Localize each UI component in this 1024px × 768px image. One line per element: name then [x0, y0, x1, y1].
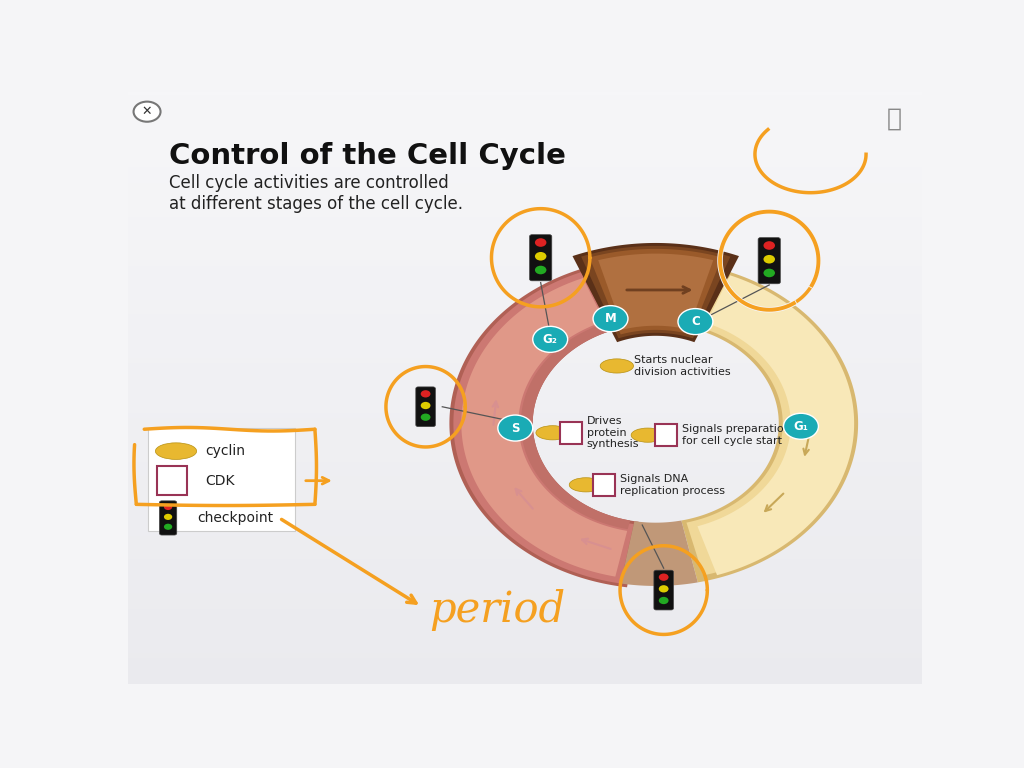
Text: Control of the Cell Cycle: Control of the Cell Cycle [169, 142, 566, 170]
Circle shape [764, 269, 775, 277]
FancyBboxPatch shape [529, 235, 552, 281]
FancyBboxPatch shape [758, 237, 780, 283]
Circle shape [421, 413, 430, 421]
Polygon shape [462, 278, 627, 577]
Circle shape [421, 402, 430, 409]
Text: G₁: G₁ [794, 420, 808, 433]
Text: period: period [430, 588, 565, 631]
FancyBboxPatch shape [148, 428, 295, 531]
Polygon shape [621, 521, 697, 586]
Text: Cell cycle activities are controlled
at different stages of the cell cycle.: Cell cycle activities are controlled at … [169, 174, 463, 213]
Polygon shape [681, 269, 858, 582]
Polygon shape [686, 276, 852, 575]
Polygon shape [587, 260, 725, 330]
Circle shape [532, 326, 567, 353]
FancyBboxPatch shape [160, 501, 177, 535]
Text: Signals DNA
replication process: Signals DNA replication process [620, 474, 725, 495]
FancyBboxPatch shape [593, 474, 615, 496]
FancyBboxPatch shape [416, 387, 435, 427]
Text: ✋: ✋ [887, 107, 901, 131]
Polygon shape [697, 275, 854, 575]
Circle shape [164, 514, 172, 520]
Circle shape [678, 309, 713, 335]
FancyBboxPatch shape [655, 424, 677, 446]
Circle shape [133, 101, 161, 122]
Circle shape [783, 413, 818, 439]
Text: M: M [604, 312, 616, 325]
Polygon shape [598, 253, 714, 329]
Text: Starts nuclear
division activities: Starts nuclear division activities [634, 355, 731, 377]
Circle shape [764, 255, 775, 263]
Text: cyclin: cyclin [206, 444, 246, 458]
Circle shape [658, 597, 669, 604]
Polygon shape [581, 246, 730, 338]
Circle shape [764, 241, 775, 250]
Polygon shape [590, 249, 722, 334]
FancyBboxPatch shape [157, 466, 187, 495]
Text: checkpoint: checkpoint [198, 511, 273, 525]
FancyBboxPatch shape [654, 570, 674, 610]
Circle shape [535, 252, 547, 260]
Text: Signals preparation
for cell cycle start: Signals preparation for cell cycle start [682, 425, 791, 446]
Polygon shape [450, 266, 639, 588]
Ellipse shape [631, 428, 665, 442]
Polygon shape [521, 323, 630, 529]
Text: G₂: G₂ [543, 333, 558, 346]
Text: CDK: CDK [206, 474, 234, 488]
FancyBboxPatch shape [560, 422, 582, 444]
Polygon shape [454, 270, 634, 584]
Circle shape [421, 390, 430, 398]
Ellipse shape [536, 425, 569, 440]
Polygon shape [572, 243, 739, 343]
Circle shape [164, 524, 172, 530]
Circle shape [535, 238, 547, 247]
Circle shape [164, 504, 172, 510]
Circle shape [593, 306, 628, 332]
Text: Drives
protein
synthesis: Drives protein synthesis [587, 416, 639, 449]
Text: ✕: ✕ [141, 105, 153, 118]
Text: C: C [691, 315, 699, 328]
Text: S: S [511, 422, 519, 435]
Ellipse shape [600, 359, 634, 373]
Circle shape [658, 585, 669, 592]
Ellipse shape [156, 443, 197, 459]
Circle shape [535, 266, 547, 274]
Ellipse shape [569, 478, 602, 492]
Circle shape [658, 574, 669, 581]
Circle shape [498, 415, 532, 441]
